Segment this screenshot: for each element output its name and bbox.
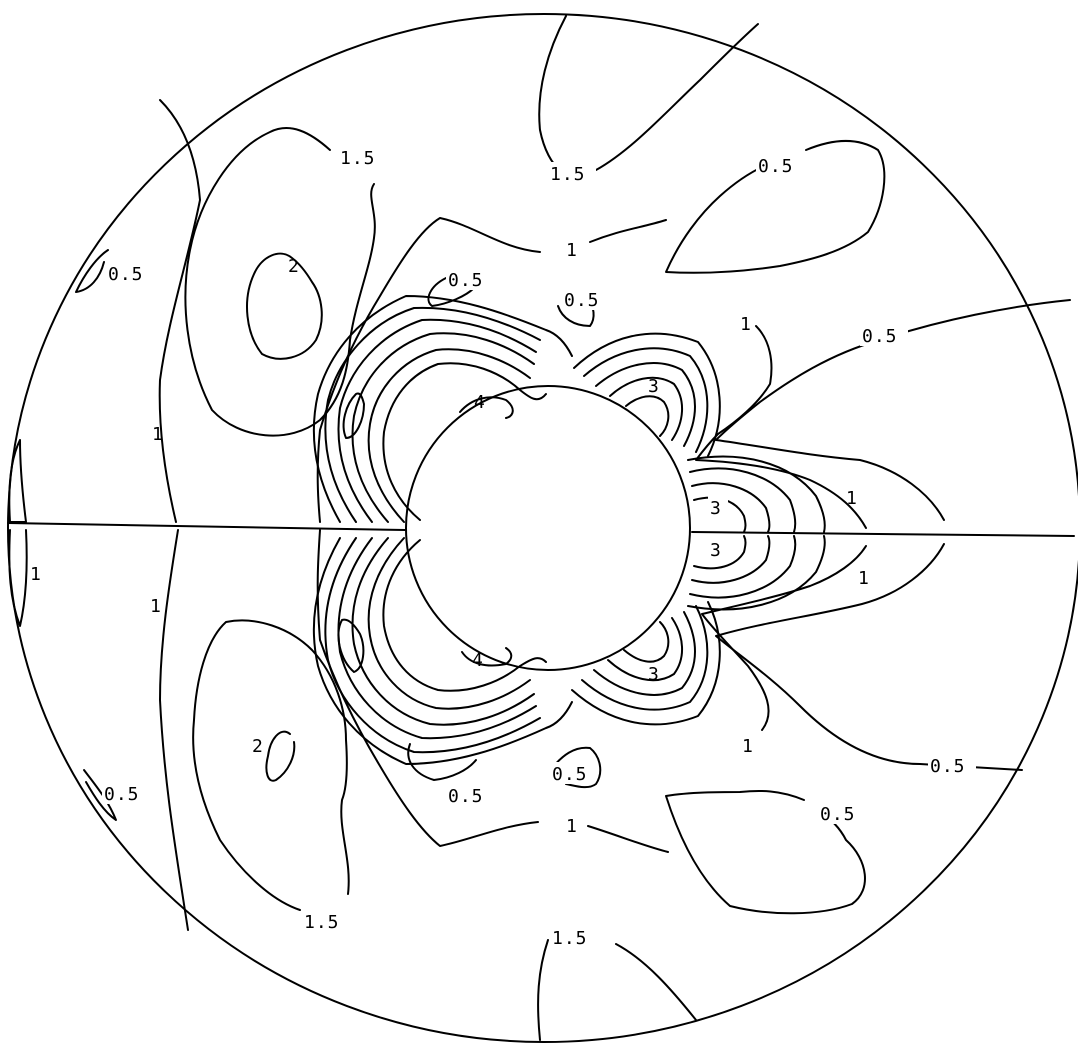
contour-small-loop-upper [342, 392, 365, 439]
contour-1-cluster-right-lower [587, 825, 669, 853]
ring-upper-left-1 [382, 362, 547, 521]
ring-upper-right-5 [573, 332, 721, 457]
contour-1-cluster-right-upper [589, 219, 667, 243]
contour-1.5-bottom-right-lower [615, 943, 697, 1021]
label-0.5-right: 0.5 [862, 326, 898, 347]
label-1-bottom: 1 [566, 816, 578, 837]
label-3-right-upper: 3 [710, 498, 722, 519]
label-0.5-right-lower: 0.5 [930, 756, 966, 777]
contour-1-cluster-upper [316, 217, 541, 523]
label-0.5-bottomright: 0.5 [820, 804, 856, 825]
label-0.5-blob-b: 0.5 [564, 290, 600, 311]
ring-upper-left-3 [351, 332, 535, 523]
contour-1.5-bottom-lower [537, 939, 549, 1041]
ring-upper-left-5 [324, 306, 541, 523]
contour-2-loop-lower [265, 730, 296, 782]
ring-lower-left-3 [351, 537, 535, 726]
contour-edge-0.5-upper [75, 249, 109, 293]
label-0.5-topright: 0.5 [758, 156, 794, 177]
label-0.5-edge-lower: 0.5 [104, 784, 140, 805]
ring-right-lower-3 [689, 535, 797, 599]
contour-0.5-blob-a-upper [427, 277, 475, 307]
contour-edge-1-lower [8, 529, 28, 627]
ring-upper-left-2 [367, 348, 531, 523]
label-3-right-lower: 3 [710, 540, 722, 561]
contour-1-left-upper [158, 99, 201, 523]
label-4-lower: 4 [472, 650, 484, 671]
ring-right-upper-3 [689, 467, 797, 533]
contour-labels-upper: 1.5 1.5 0.5 0.5 2 0.5 0.5 1 1 0.5 4 3 1 … [106, 146, 908, 519]
ring-lower-right-5 [571, 601, 721, 726]
ring-upper-right-3 [595, 362, 696, 447]
label-1-edge-lower: 1 [30, 564, 42, 585]
label-0.5-blob-a: 0.5 [448, 270, 484, 291]
label-1-upper-right: 1 [740, 314, 752, 335]
label-1.5-left: 1.5 [340, 148, 376, 169]
contour-small-loop-lower [337, 618, 365, 673]
contour-1.5-left-lower [192, 619, 350, 911]
ring-lower-left-5 [324, 537, 541, 754]
contour-1.5-top-right-upper [595, 23, 759, 171]
label-3-upper: 3 [648, 376, 660, 397]
upper-half-contours [8, 15, 1071, 533]
contour-1-left-lower [159, 529, 189, 931]
contour-1-cluster-lower [316, 529, 539, 847]
label-1-left: 1 [152, 424, 164, 445]
contour-0.5-right-lower [715, 543, 1023, 771]
ring-lower-right-1 [623, 621, 670, 663]
contour-labels-lower: 1 1 2 0.5 1.5 1.5 0.5 0.5 4 3 1 0.5 0.5 … [30, 538, 976, 949]
contour-0.5-blob-a-lower [407, 743, 477, 781]
lower-half-contours [8, 529, 1023, 1041]
label-1.5-left-lower: 1.5 [304, 912, 340, 933]
inner-cylinder-circle [405, 385, 691, 671]
label-1-top: 1 [566, 240, 578, 261]
contour-0.5-topright-upper [665, 139, 886, 274]
ring-upper-right-1 [625, 395, 670, 437]
ring-right-lower-1 [693, 535, 747, 570]
label-2-lower: 2 [252, 736, 264, 757]
symmetry-axis-line-right [691, 531, 1075, 537]
ring-lower-right-4 [581, 605, 709, 711]
ring-lower-right-3 [593, 611, 696, 696]
ring-upper-left-4 [337, 318, 537, 523]
ring-right-lower-4 [687, 535, 826, 611]
ring-lower-right-2 [607, 617, 683, 682]
label-1-right-lower: 1 [858, 568, 870, 589]
ring-lower-left-4 [337, 537, 537, 740]
label-1-lower-right: 1 [742, 736, 754, 757]
contour-1-right-upper [695, 325, 867, 529]
contour-0.5-bottomright-lower [665, 789, 866, 915]
label-1.5-top: 1.5 [550, 164, 586, 185]
ring-upper-right-2 [609, 376, 683, 441]
label-4-upper: 4 [474, 392, 486, 413]
ring-lower-left-2 [367, 537, 531, 710]
ring-right-lower-2 [691, 535, 771, 584]
contour-2-loop-upper [246, 252, 323, 360]
contour-edge-1-upper [8, 439, 27, 523]
label-1-left-lower: 1 [150, 596, 162, 617]
label-3-lower: 3 [648, 664, 660, 685]
symmetry-axis-line [7, 522, 406, 531]
contour-1.5-top-upper [538, 15, 567, 171]
ring-upper-left-6 [312, 295, 573, 523]
contour-edge-0.5-lower [83, 769, 117, 821]
ring-upper-right-4 [583, 347, 709, 453]
label-1.5-bottom: 1.5 [552, 928, 588, 949]
ring-lower-left-1 [382, 539, 547, 692]
contour-1-right-lower [701, 545, 867, 731]
ring-4-core-upper [459, 396, 514, 419]
outer-boundary-circle [7, 13, 1078, 1043]
ring-4-core-lower [461, 647, 513, 667]
label-0.5-edge: 0.5 [108, 264, 144, 285]
ring-right-upper-4 [687, 455, 826, 533]
label-2-left: 2 [288, 256, 300, 277]
label-1-right-upper: 1 [846, 488, 858, 509]
ring-lower-left-6 [312, 537, 573, 765]
ring-right-upper-2 [691, 482, 771, 533]
contour-1.5-left-upper [184, 127, 376, 437]
label-0.5-blob-b-lower: 0.5 [552, 764, 588, 785]
contour-0.5-blob-b-lower [551, 746, 602, 789]
label-0.5-blob-a-lower: 0.5 [448, 786, 484, 807]
